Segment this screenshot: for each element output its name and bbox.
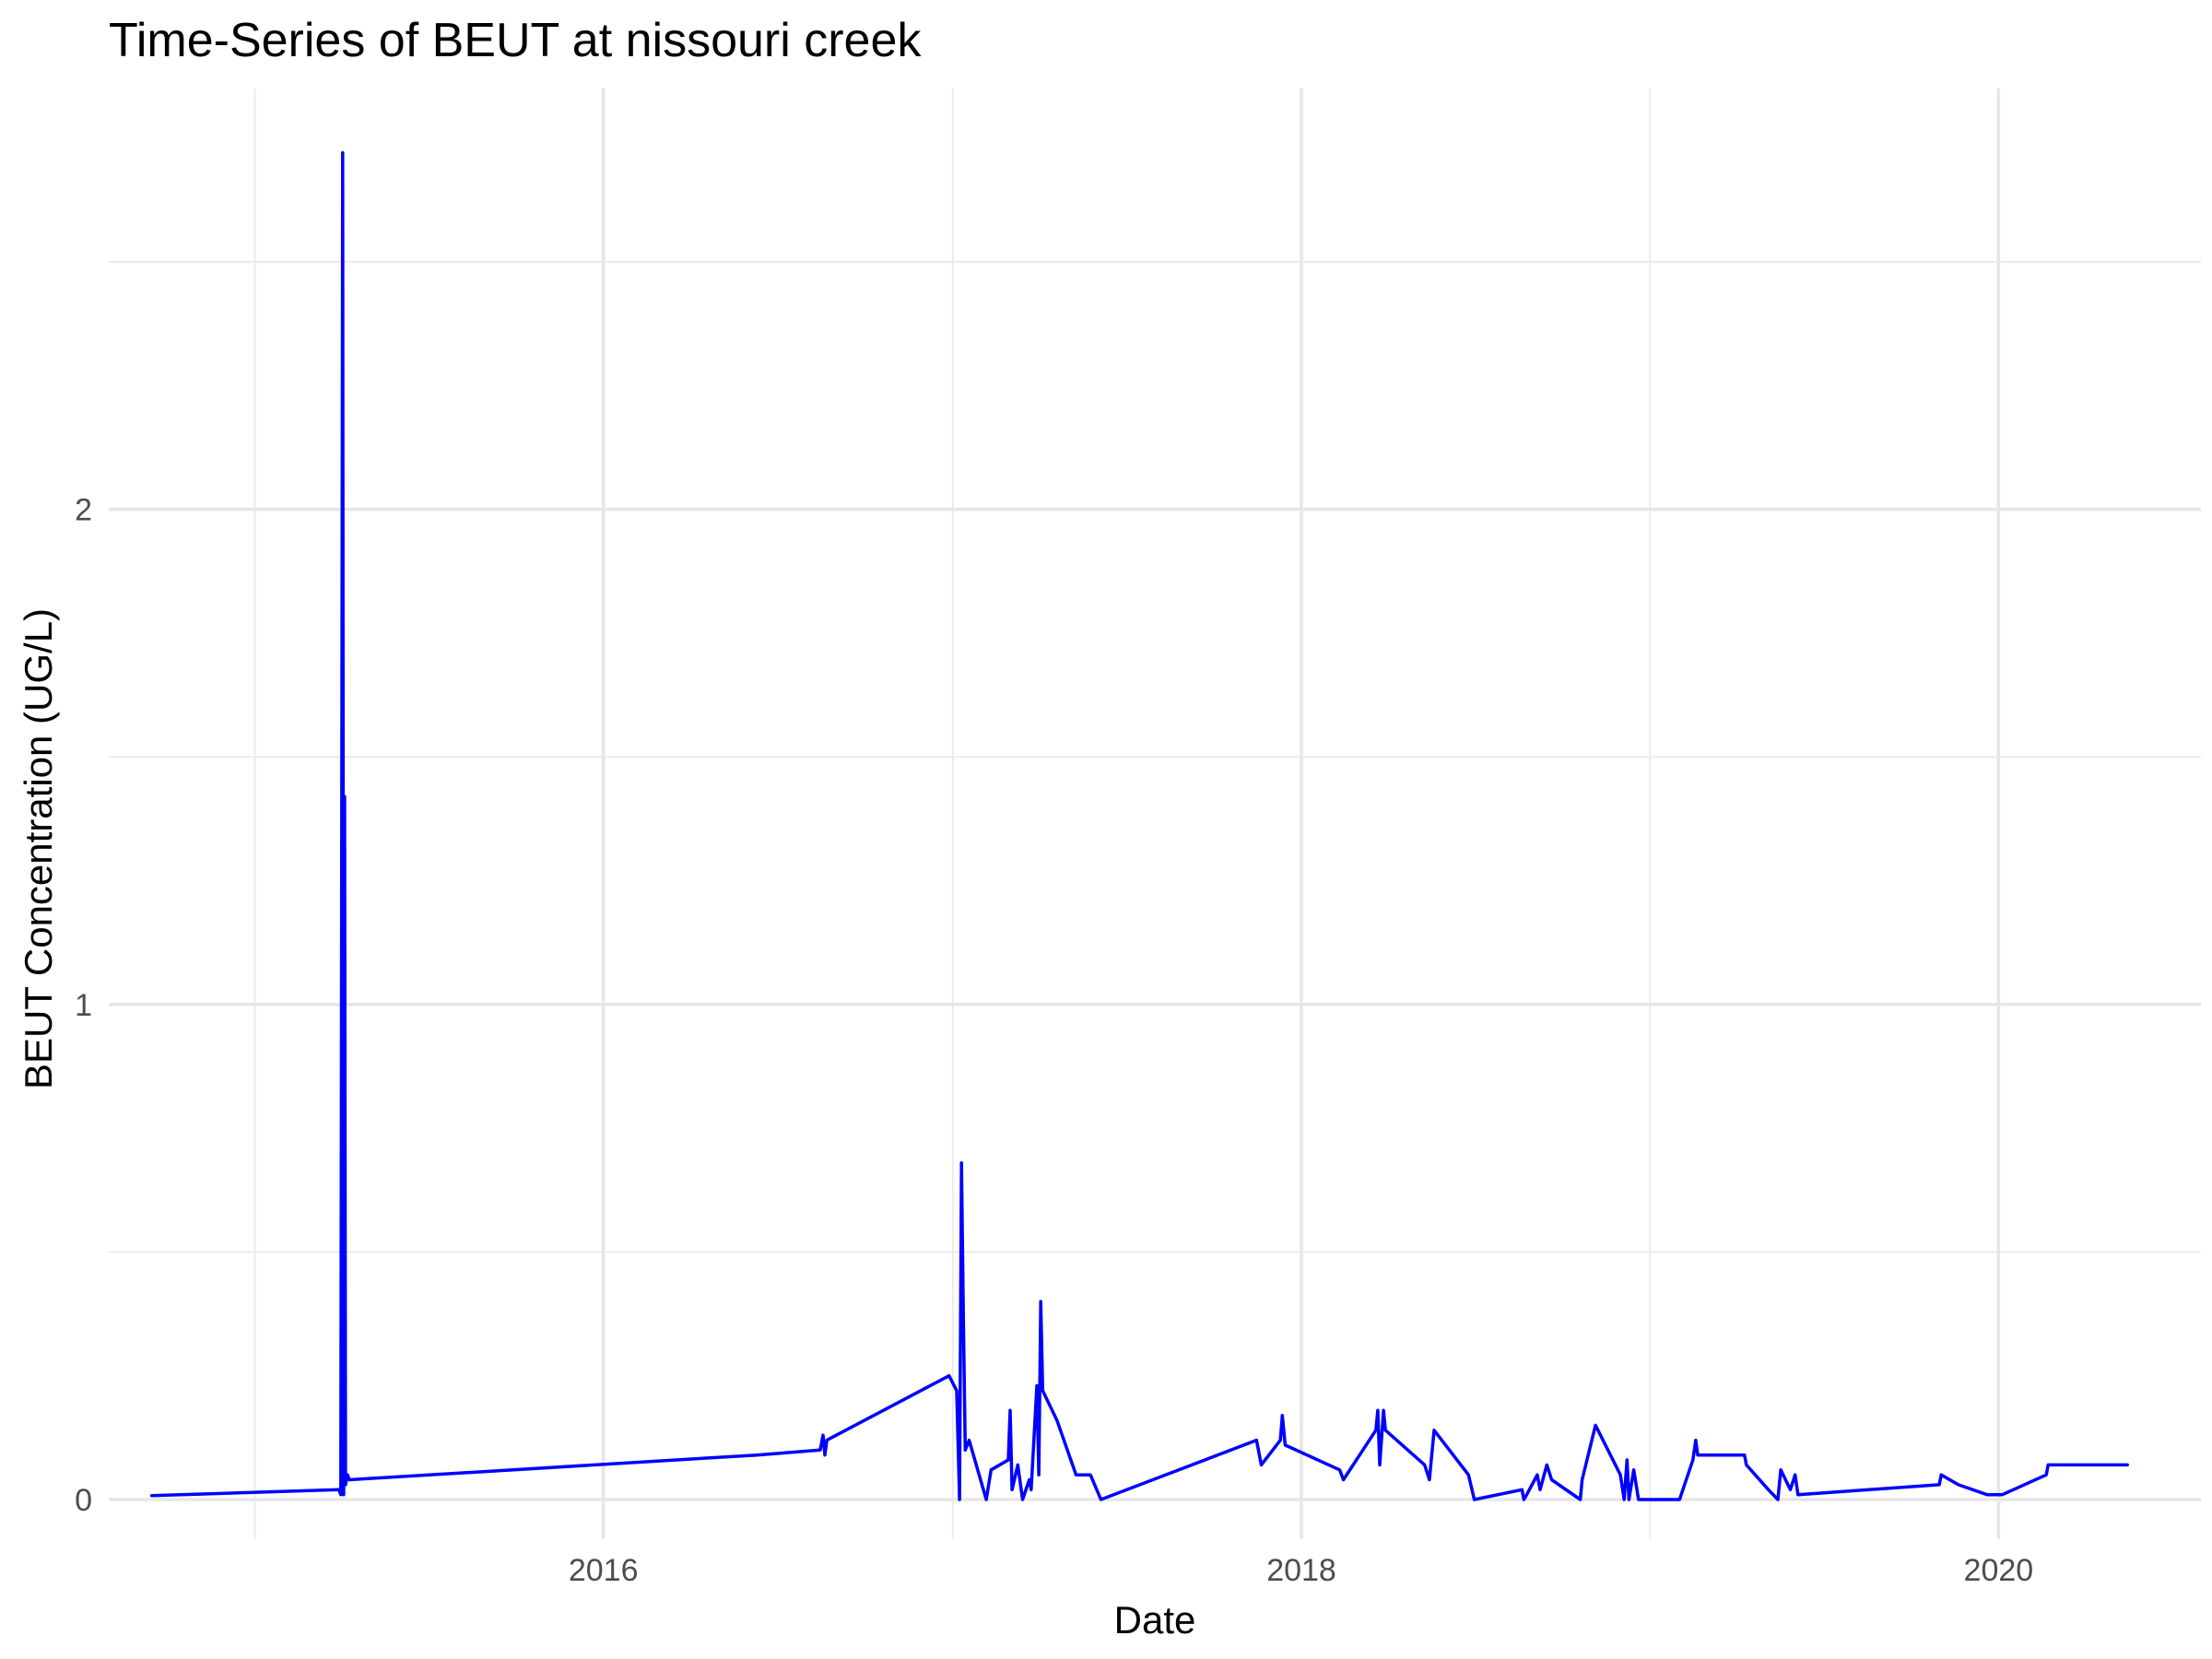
x-tick-label-0: 2016 — [569, 1553, 639, 1588]
axis-layer: Date BEUT Concentration (UG/L) 2016 2018 2… — [17, 493, 2033, 1641]
y-tick-label-2: 2 — [75, 493, 92, 528]
chart-title: Time-Series of BEUT at nissouri creek — [109, 14, 922, 67]
series-layer — [149, 151, 2129, 1501]
x-tick-label-1: 2018 — [1266, 1553, 1336, 1588]
y-tick-label-1: 1 — [75, 988, 92, 1023]
x-axis-title: Date — [1114, 1598, 1196, 1641]
grid-layer — [109, 88, 2201, 1539]
y-axis-title: BEUT Concentration (UG/L) — [17, 608, 60, 1089]
series-line-0 — [149, 151, 2129, 1501]
y-tick-label-0: 0 — [75, 1483, 92, 1518]
x-tick-label-2: 2020 — [1964, 1553, 2034, 1588]
